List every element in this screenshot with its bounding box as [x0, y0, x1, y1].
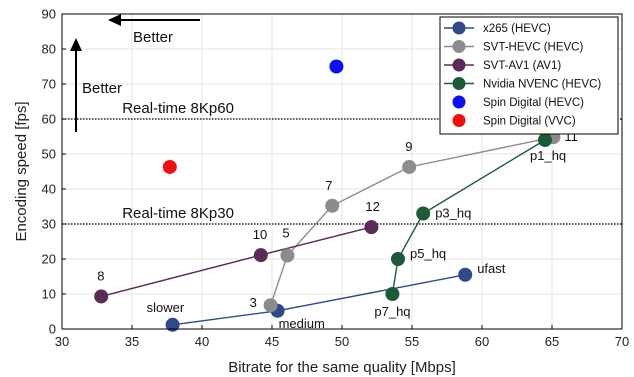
legend-marker	[452, 114, 466, 127]
x-tick-label: 45	[265, 334, 279, 349]
y-tick-label: 70	[42, 77, 56, 92]
data-point	[458, 267, 473, 282]
y-axis-label: Encoding speed [fps]	[13, 101, 30, 241]
data-point	[165, 317, 180, 332]
x-tick-label: 70	[615, 334, 629, 349]
y-tick-label: 10	[42, 287, 56, 302]
legend-marker	[452, 21, 466, 35]
legend-label: Spin Digital (VVC)	[483, 116, 576, 128]
data-point	[416, 206, 431, 221]
x-tick-label: 50	[335, 334, 349, 349]
data-point	[329, 59, 344, 74]
legend-marker	[452, 77, 466, 90]
point-label: ufast	[477, 261, 506, 276]
point-label: 12	[365, 199, 379, 214]
legend-marker	[452, 58, 466, 72]
data-point	[402, 159, 417, 174]
legend-marker	[452, 95, 466, 109]
data-point	[280, 248, 295, 263]
better-label-vertical: Better	[82, 80, 122, 97]
reference-lines: Real-time 8Kp60 Real-time 8Kp30	[62, 100, 622, 225]
x-tick-label: 35	[125, 334, 139, 349]
x-tick-label: 55	[405, 334, 419, 349]
y-tick-label: 30	[42, 217, 56, 232]
legend-label: Spin Digital (HEVC)	[483, 97, 584, 109]
point-label: slower	[147, 300, 185, 315]
better-indicators: Better Better	[70, 14, 200, 132]
x-axis-label: Bitrate for the same quality [Mbps]	[228, 359, 456, 376]
legend-label: Nvidia NVENC (HEVC)	[483, 79, 601, 91]
legend: x265 (HEVC) SVT-HEVC (HEVC) SVT-AV1 (AV1) N…	[439, 16, 619, 135]
point-label: p3_hq	[435, 206, 471, 221]
y-tick-label: 40	[42, 182, 56, 197]
y-tick-label: 50	[42, 147, 56, 162]
point-label: 5	[282, 226, 289, 241]
legend-label: SVT-AV1 (AV1)	[483, 60, 561, 72]
x-tick-label: 40	[195, 334, 209, 349]
data-point	[253, 248, 268, 263]
legend-label: x265 (HEVC)	[483, 23, 551, 35]
data-point	[263, 298, 278, 313]
series-line	[391, 139, 546, 295]
x-tick-label: 60	[475, 334, 489, 349]
legend-label: SVT-HEVC (HEVC)	[483, 42, 583, 54]
axes: 30 35 40 45 50 55 60 65 700102030405060708090Bit…	[13, 7, 629, 377]
point-label: 3	[250, 295, 257, 310]
point-label: 10	[253, 227, 267, 242]
point-label: p1_hq	[530, 148, 566, 163]
legend-marker	[452, 40, 466, 53]
series-line	[101, 226, 372, 298]
data-point	[94, 289, 109, 304]
point-labels: slowermediumufast35791181012p7_hqp5_hqp3…	[97, 129, 578, 331]
better-arrowhead-vertical	[70, 38, 82, 51]
data-point	[385, 287, 400, 301]
data-point	[538, 133, 552, 147]
point-label: medium	[279, 316, 325, 331]
legend-box	[439, 16, 619, 135]
series-points	[94, 59, 561, 332]
reference-line-label: Real-time 8Kp60	[122, 100, 234, 117]
y-tick-label: 60	[42, 112, 56, 127]
x-tick-label: 30	[55, 334, 69, 349]
data-point	[364, 220, 379, 235]
better-arrowhead-horizontal	[108, 14, 121, 26]
reference-line-label: Real-time 8Kp30	[122, 205, 234, 222]
y-tick-label: 0	[49, 322, 56, 337]
point-label: p5_hq	[410, 246, 446, 261]
point-label: 9	[405, 139, 412, 154]
y-tick-label: 20	[42, 252, 56, 267]
data-point	[325, 198, 340, 213]
y-tick-label: 80	[42, 42, 56, 57]
better-label-horizontal: Better	[133, 29, 173, 46]
point-label: 8	[97, 268, 104, 283]
point-label: p7_hq	[374, 304, 410, 319]
data-point	[162, 159, 177, 174]
x-tick-label: 65	[545, 334, 559, 349]
data-point	[391, 252, 405, 266]
y-tick-label: 90	[42, 7, 56, 22]
point-label: 7	[325, 178, 332, 193]
